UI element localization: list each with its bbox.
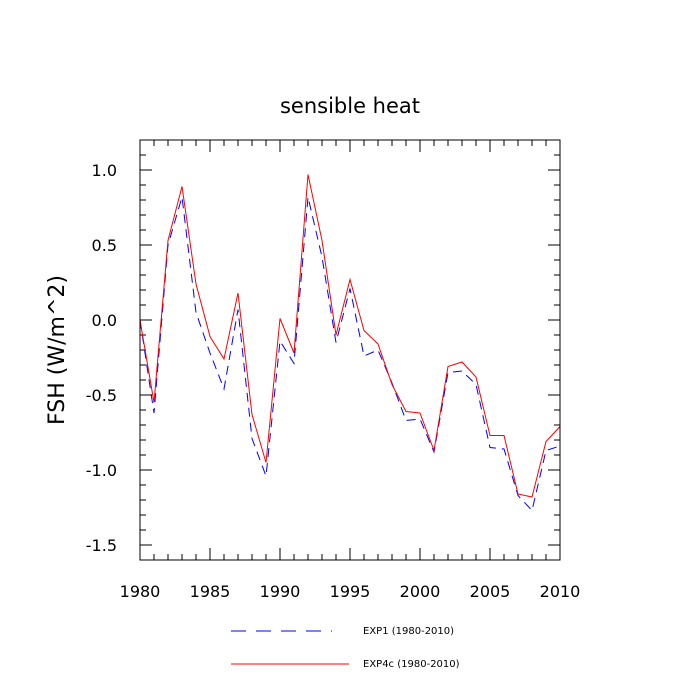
series-layer bbox=[139, 174, 561, 512]
y-tick-label: -1.5 bbox=[86, 536, 117, 555]
y-tick-label: 0.0 bbox=[92, 311, 117, 330]
x-tick-label: 1995 bbox=[330, 582, 371, 601]
chart-title: sensible heat bbox=[280, 94, 420, 118]
plot-area-frame bbox=[139, 139, 561, 561]
x-tick-labels: 1980 1985 1990 1995 2000 2005 2010 bbox=[120, 582, 581, 601]
x-tick-label: 1990 bbox=[260, 582, 301, 601]
x-tick-label: 2010 bbox=[540, 582, 581, 601]
y-tick-label: -0.5 bbox=[86, 386, 117, 405]
x-tick-label: 2000 bbox=[400, 582, 441, 601]
legend-label-exp4c: EXP4c (1980-2010) bbox=[363, 659, 460, 670]
series-line-exp1 bbox=[139, 196, 561, 512]
axis-ticks bbox=[139, 139, 561, 561]
x-tick-label: 2005 bbox=[470, 582, 511, 601]
x-tick-label: 1985 bbox=[190, 582, 231, 601]
y-axis-label: FSH (W/m^2) bbox=[45, 275, 70, 425]
legend-label-exp1: EXP1 (1980-2010) bbox=[363, 626, 454, 637]
y-tick-label: -1.0 bbox=[86, 461, 117, 480]
y-tick-label: 0.5 bbox=[92, 236, 117, 255]
legend: EXP1 (1980-2010) EXP4c (1980-2010) bbox=[231, 626, 460, 670]
series-line-exp4c bbox=[139, 174, 561, 498]
y-tick-labels: -1.5 -1.0 -0.5 0.0 0.5 1.0 bbox=[86, 161, 117, 555]
y-tick-label: 1.0 bbox=[92, 161, 117, 180]
x-tick-label: 1980 bbox=[120, 582, 161, 601]
